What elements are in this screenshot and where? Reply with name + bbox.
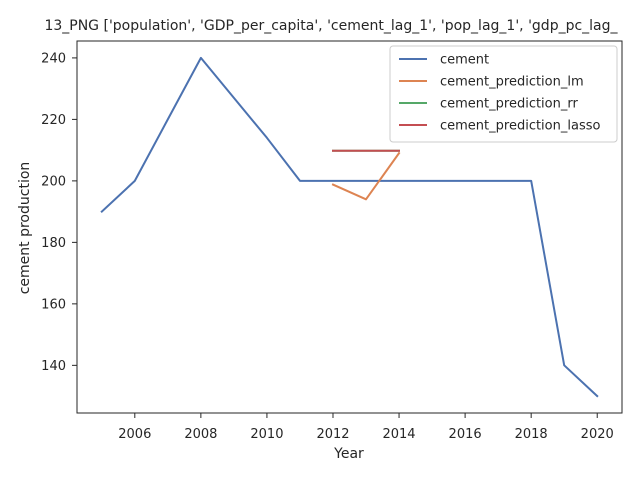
y-axis-ticks: 140 160 180 200 220 240 bbox=[41, 51, 77, 374]
series-line-cement bbox=[100, 56, 599, 398]
x-tick-label: 2020 bbox=[581, 427, 614, 442]
chart-title: 13_PNG ['population', 'GDP_per_capita', … bbox=[44, 18, 618, 34]
y-tick-label: 200 bbox=[41, 174, 66, 189]
y-tick-label: 220 bbox=[41, 113, 66, 128]
legend-label: cement bbox=[440, 53, 489, 68]
y-axis-label: cement production bbox=[17, 162, 33, 295]
y-tick-label: 160 bbox=[41, 297, 66, 312]
y-tick-label: 240 bbox=[41, 51, 66, 66]
legend: cement cement_prediction_lm cement_predict… bbox=[389, 45, 618, 143]
legend-box bbox=[389, 45, 618, 143]
x-tick-label: 2006 bbox=[118, 427, 151, 442]
x-tick-label: 2008 bbox=[184, 427, 217, 442]
x-tick-label: 2014 bbox=[382, 427, 415, 442]
x-tick-label: 2012 bbox=[316, 427, 349, 442]
x-tick-label: 2010 bbox=[250, 427, 283, 442]
legend-label: cement_prediction_rr bbox=[440, 97, 578, 112]
series-line-cement_prediction_lm bbox=[331, 151, 401, 201]
x-axis-label: Year bbox=[333, 446, 364, 462]
plot-frame bbox=[76, 40, 623, 414]
legend-label: cement_prediction_lm bbox=[440, 75, 584, 90]
series-lines bbox=[100, 56, 599, 398]
x-axis-ticks: 2006 2008 2010 2012 2014 2016 2018 2020 bbox=[118, 413, 614, 442]
y-tick-label: 140 bbox=[41, 359, 66, 374]
plot-area-border bbox=[76, 40, 623, 414]
legend-label: cement_prediction_lasso bbox=[440, 119, 600, 134]
y-tick-label: 180 bbox=[41, 236, 66, 251]
x-tick-label: 2016 bbox=[449, 427, 482, 442]
x-tick-label: 2018 bbox=[515, 427, 548, 442]
